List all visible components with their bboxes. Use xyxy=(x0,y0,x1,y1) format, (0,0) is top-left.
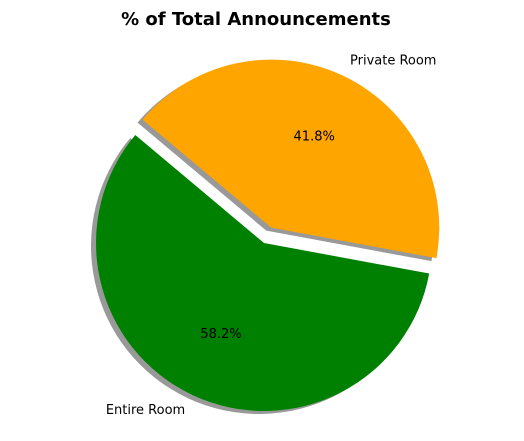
chart-title: % of Total Announcements xyxy=(121,9,391,30)
slice-label-private-room: Private Room xyxy=(350,54,436,69)
percent-label-entire-room: 58.2% xyxy=(200,327,241,342)
pie-labels: Entire Room 58.2% Private Room 41.8% xyxy=(106,54,437,419)
slice-label-entire-room: Entire Room xyxy=(106,403,185,418)
pie-slice-entire-room xyxy=(96,135,430,411)
percent-label-private-room: 41.8% xyxy=(294,129,335,144)
pie-slice-private-room xyxy=(142,59,440,259)
pie-slices xyxy=(96,59,440,411)
